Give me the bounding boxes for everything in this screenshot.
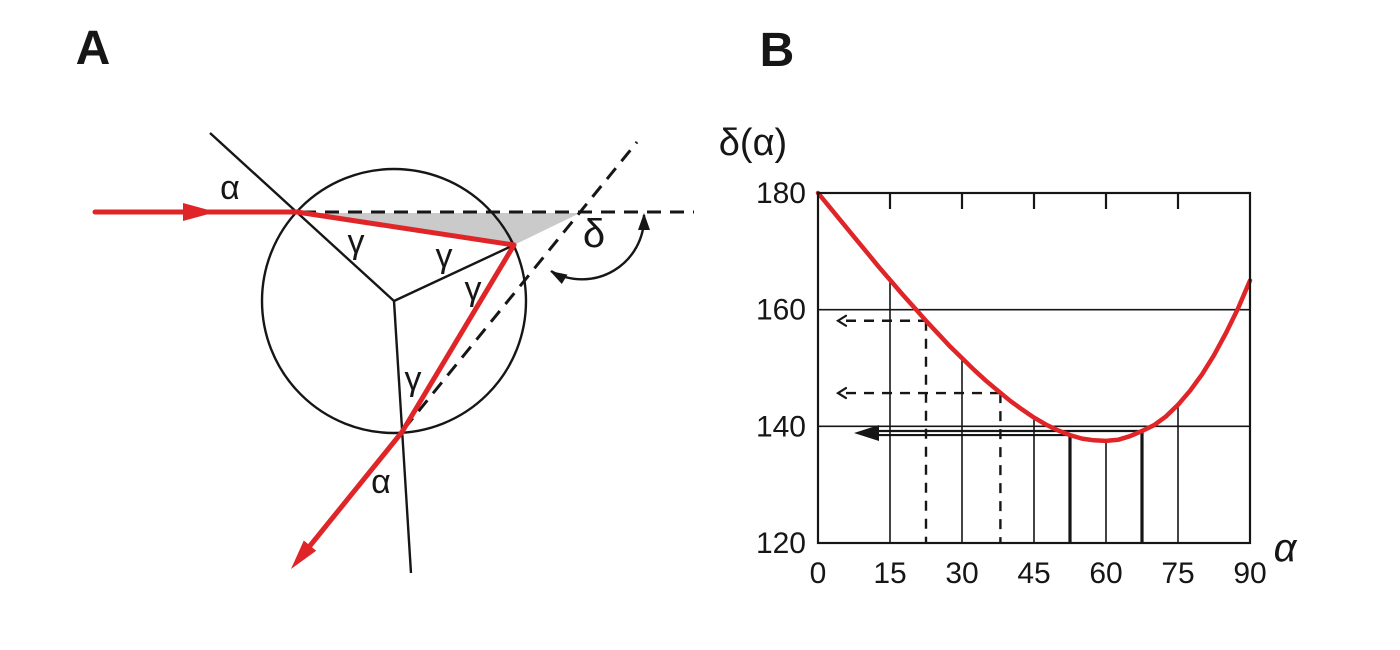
label-gamma-3: γ [465,270,482,308]
panel-a-ray-diagram: A α γ γ γ γ α δ [76,22,694,574]
x-tick-label: 0 [810,557,827,590]
label-gamma-4: γ [405,360,422,398]
delta-arc-arrowhead-left [550,271,568,284]
label-alpha-incident: α [220,169,240,207]
plot-construction-group [835,314,1144,543]
panel-b-deviation-plot: B δ(α) 0 15 30 45 60 75 90 180 160 140 120 α [719,24,1298,590]
refracted-ray-2 [399,242,517,435]
entry-normal-line [209,132,395,302]
x-tick-label: 90 [1233,557,1266,590]
label-gamma-2: γ [436,237,453,275]
label-delta: δ [583,212,605,256]
curve-delta-alpha [815,190,1253,444]
y-tick-label: 140 [756,410,806,443]
delta-arc-arrowhead-right [638,213,650,230]
label-gamma-1: γ [348,223,365,261]
y-tick-label: 160 [756,294,806,327]
exit-ray [306,429,405,550]
x-tick-label: 75 [1161,557,1194,590]
y-tick-label: 120 [756,527,806,560]
exit-extension-dashed-line [402,141,639,430]
x-tick-label: 30 [945,557,978,590]
y-axis-title: δ(α) [719,122,787,164]
exit-normal-line [392,300,413,574]
panel-a-label: A [76,22,111,75]
label-alpha-exit: α [371,463,391,501]
y-tick-label: 180 [756,177,806,210]
min-trace-arrowhead [854,425,879,441]
exit-ray-arrowhead [291,540,317,569]
incident-ray-arrowhead [183,203,216,221]
panel-b-label: B [760,24,795,77]
delta-angle-arc [550,214,646,281]
trace-chevron [835,314,848,327]
reflection-radius-line [393,243,515,303]
plot-border [816,191,1252,545]
x-axis-title: α [1274,526,1298,570]
droplet-circle [260,167,528,435]
trace-chevron [835,386,848,400]
x-tick-label: 60 [1089,557,1122,590]
x-tick-label: 15 [873,557,906,590]
refracted-ray-1 [294,209,517,248]
plot-grid-group: 0 15 30 45 60 75 90 180 160 140 120 [756,177,1267,590]
x-tick-label: 45 [1017,557,1050,590]
